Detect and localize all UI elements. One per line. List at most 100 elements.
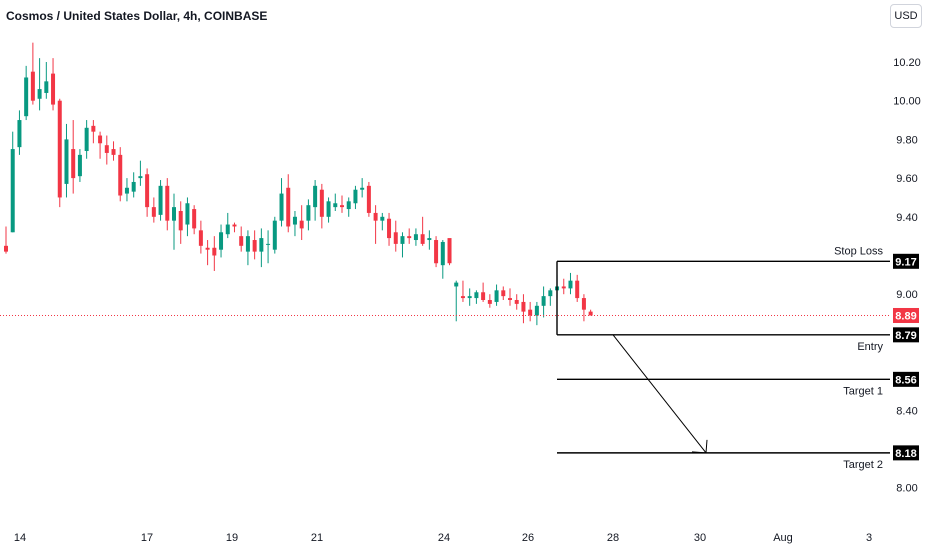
candle <box>534 301 539 326</box>
candle <box>299 205 304 241</box>
candle <box>124 178 129 202</box>
candle <box>252 230 257 260</box>
candle <box>588 309 593 316</box>
candle <box>474 290 479 304</box>
candle <box>178 201 183 244</box>
candle <box>10 131 15 233</box>
level-name: Target 1 <box>843 385 883 397</box>
candle <box>198 220 203 254</box>
candle <box>454 280 459 322</box>
candle <box>64 123 69 198</box>
candle <box>306 199 311 231</box>
candle <box>326 197 331 223</box>
x-tick-label: 3 <box>866 532 872 544</box>
y-tick-label: 9.60 <box>896 173 917 185</box>
candle <box>98 131 103 159</box>
candle <box>393 220 398 252</box>
candle <box>514 294 519 310</box>
candle <box>373 205 378 244</box>
candle <box>548 288 553 306</box>
candle <box>575 274 580 302</box>
candle <box>205 240 210 266</box>
level-price-label: 8.79 <box>895 330 916 342</box>
candle <box>30 42 35 105</box>
y-tick-label: 8.00 <box>896 483 917 495</box>
candle <box>57 98 62 208</box>
candle <box>487 294 492 308</box>
candle <box>71 120 76 194</box>
x-tick-label: 21 <box>311 532 323 544</box>
x-tick-label: 17 <box>141 532 153 544</box>
current-price-badge: 8.89 <box>893 307 919 323</box>
level-badge <box>893 445 919 461</box>
candle <box>192 205 197 235</box>
candle <box>84 120 89 159</box>
candle <box>232 222 237 233</box>
candle <box>568 272 573 295</box>
candle <box>313 180 318 221</box>
candle <box>561 278 566 295</box>
candle <box>427 230 432 250</box>
candle <box>581 294 586 322</box>
level-target-2: Target 2 8.18 <box>557 445 919 471</box>
candle <box>400 232 405 258</box>
candle <box>111 141 116 161</box>
candle <box>212 236 217 271</box>
candle <box>151 197 156 223</box>
candle <box>541 286 546 318</box>
candle <box>346 197 351 217</box>
candle <box>528 301 533 322</box>
chart-title: Cosmos / United States Dollar, 4h, COINB… <box>6 9 268 23</box>
candle <box>279 178 284 227</box>
candle <box>104 135 109 165</box>
candle <box>387 212 392 246</box>
candle <box>219 224 224 258</box>
candle <box>447 238 452 266</box>
candle <box>413 228 418 246</box>
x-tick-label: 14 <box>14 532 26 544</box>
candles-layer <box>4 42 593 326</box>
candle <box>353 185 358 210</box>
level-name: Target 2 <box>843 459 883 471</box>
candle <box>467 288 472 306</box>
candle <box>380 212 385 231</box>
y-tick-label: 8.40 <box>896 405 917 417</box>
current-price-label: 8.89 <box>895 310 916 322</box>
candle <box>360 178 365 198</box>
candle <box>172 193 176 250</box>
candle <box>481 282 486 302</box>
y-axis: 10.20 10.00 9.80 9.60 9.40 9.00 8.40 8.00 <box>893 57 921 495</box>
x-tick-label: 26 <box>522 532 534 544</box>
level-badge <box>893 371 919 387</box>
candle <box>158 180 163 221</box>
candle <box>292 210 297 237</box>
candle <box>266 230 271 264</box>
x-axis: 14 17 19 21 24 26 28 30 Aug 3 <box>14 532 872 544</box>
candle <box>440 240 445 279</box>
x-tick-label: 30 <box>694 532 706 544</box>
candle <box>24 65 29 121</box>
x-tick-label: 24 <box>438 532 450 544</box>
candle <box>434 236 439 268</box>
candle <box>340 195 344 213</box>
candle <box>501 286 506 301</box>
level-badge <box>893 253 919 269</box>
candle <box>17 110 22 155</box>
candle <box>225 212 230 239</box>
x-tick-label: Aug <box>773 532 793 544</box>
projection-arrow <box>612 334 708 454</box>
level-price-label: 8.18 <box>895 448 916 460</box>
y-tick-label: 9.80 <box>896 134 917 146</box>
candle <box>259 228 264 268</box>
candle <box>286 174 291 233</box>
candle <box>37 58 42 111</box>
candle <box>272 216 277 254</box>
candle <box>460 280 465 302</box>
candle <box>407 228 412 244</box>
candle <box>420 216 425 246</box>
level-price-label: 8.56 <box>895 374 916 386</box>
level-target-1: Target 1 8.56 <box>557 371 919 397</box>
currency-button[interactable]: USD <box>890 4 922 28</box>
